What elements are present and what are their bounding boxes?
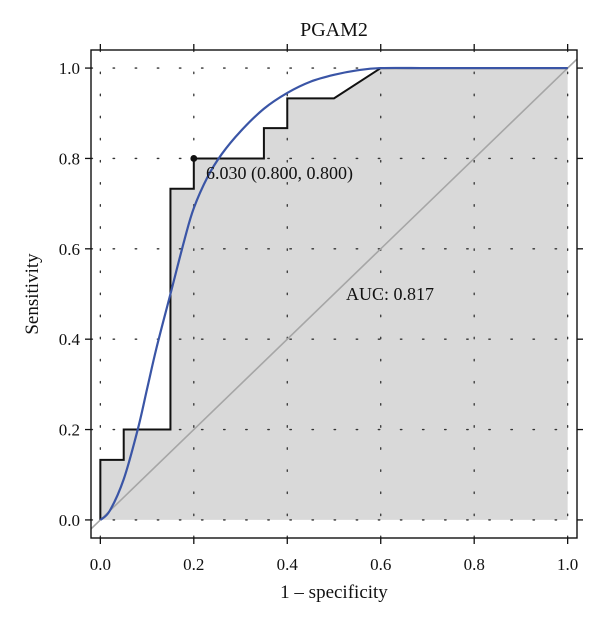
plot-frame-layer xyxy=(90,49,578,539)
x-tick-label: 0.2 xyxy=(183,555,204,574)
y-tick-label: 1.0 xyxy=(59,59,80,78)
y-tick-label: 0.2 xyxy=(59,421,80,440)
cutoff-label: 6.030 (0.800, 0.800) xyxy=(206,163,353,184)
y-tick-label: 0.4 xyxy=(59,330,81,349)
auc-label: AUC: 0.817 xyxy=(346,284,434,304)
smooth-roc-curve xyxy=(99,66,568,521)
x-tick-label: 0.6 xyxy=(370,555,391,574)
x-axis-label: 1 – specificity xyxy=(280,582,388,603)
grid-layer xyxy=(90,49,578,539)
reference-diagonal xyxy=(90,58,578,530)
plot-frame xyxy=(90,49,578,539)
smooth-curve-layer xyxy=(99,66,568,521)
x-tick-label: 1.0 xyxy=(557,555,578,574)
x-tick-label: 0.0 xyxy=(90,555,111,574)
reference-diagonal-layer xyxy=(90,58,578,530)
cutoff-point xyxy=(190,155,198,162)
chart-title: PGAM2 xyxy=(300,19,368,41)
y-axis-label: Sensitivity xyxy=(22,253,43,335)
y-tick-label: 0.6 xyxy=(59,240,80,259)
y-tick-label: 0.8 xyxy=(59,149,80,168)
x-tick-label: 0.8 xyxy=(464,555,485,574)
x-tick-label: 0.4 xyxy=(277,555,299,574)
tick-layer: 0.0 0.2 0.4 0.6 0.8 1.0 0.0 0.2 0.4 0.6 0.8 1.0 xyxy=(59,44,583,574)
y-tick-label: 0.0 xyxy=(59,511,80,530)
